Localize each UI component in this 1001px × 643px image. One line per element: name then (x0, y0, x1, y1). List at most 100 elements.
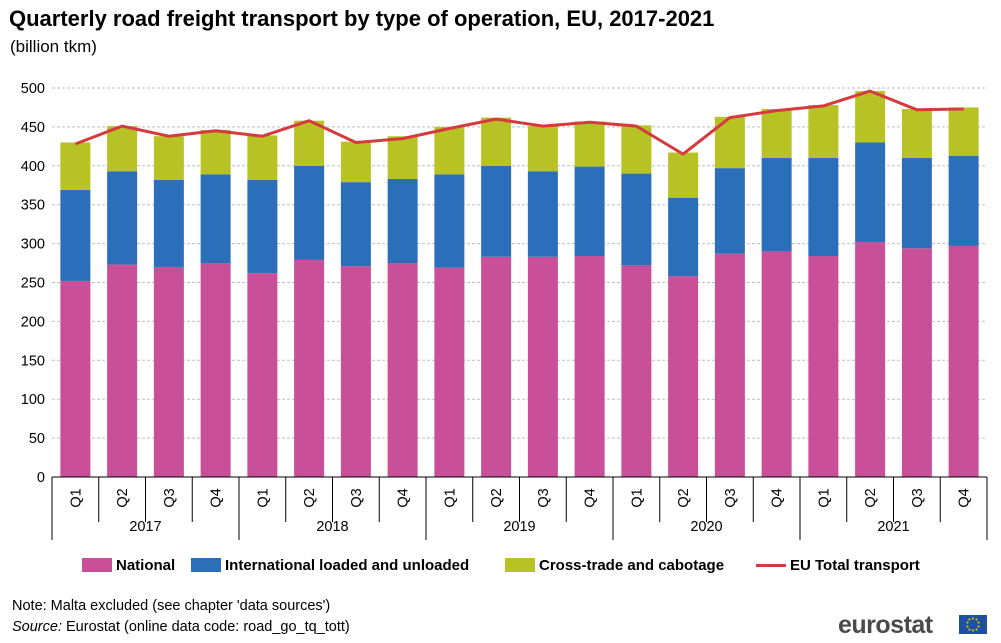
y-tick-label: 50 (29, 431, 45, 447)
x-tick-label-quarter: Q4 (957, 488, 973, 507)
x-tick-label-quarter: Q1 (68, 488, 84, 507)
bar-national (340, 266, 371, 477)
bar-crosstrade (901, 109, 932, 159)
bar-national (387, 263, 418, 477)
x-tick-label-quarter: Q1 (816, 488, 832, 507)
x-tick-label-quarter: Q4 (770, 488, 786, 507)
bar-international (668, 197, 699, 277)
logo-wordmark: eurostat (838, 611, 933, 639)
bar-crosstrade (387, 136, 418, 180)
bar-international (434, 174, 465, 268)
legend-swatch-total (756, 563, 786, 567)
bar-national (247, 273, 278, 477)
bar-international (855, 142, 886, 243)
bar-national (107, 264, 138, 477)
line-total (74, 89, 964, 156)
bar-national (621, 265, 652, 477)
bar-crosstrade (481, 117, 512, 166)
legend-label-international: International loaded and unloaded (225, 556, 470, 574)
y-tick-label: 350 (21, 198, 45, 214)
y-tick-label: 400 (21, 159, 45, 175)
bar-crosstrade (434, 126, 465, 175)
legend-item-total: EU Total transport (756, 553, 920, 577)
x-tick-label-year: 2020 (690, 519, 722, 535)
chart-area: 0 50 100 150 200 250 300 350 400 450 500 Q1 Q2 Q3 Q4 Q1… (21, 81, 988, 540)
bar-crosstrade (948, 107, 979, 156)
y-tick-label: 100 (21, 392, 45, 408)
x-tick-label-quarter: Q3 (536, 488, 552, 507)
bar-crosstrade (574, 121, 605, 167)
x-tick-label-quarter: Q1 (629, 488, 645, 507)
bar-international (247, 179, 278, 274)
bar-international (387, 179, 418, 264)
bar-crosstrade (107, 126, 138, 172)
bar-international (107, 171, 138, 265)
y-tick-label: 0 (37, 470, 45, 486)
x-tick-label-quarter: Q2 (115, 488, 131, 507)
x-tick-label-quarter: Q2 (302, 488, 318, 507)
bar-crosstrade (200, 130, 231, 175)
bar-international (153, 179, 184, 267)
bar-national (481, 256, 512, 477)
x-tick-label-year: 2017 (129, 519, 161, 535)
legend-item-international: International loaded and unloaded (191, 553, 469, 577)
bar-international (714, 168, 745, 254)
bar-crosstrade (153, 136, 184, 180)
bar-national (901, 248, 932, 477)
bar-crosstrade (527, 126, 558, 172)
bar-national (714, 253, 745, 477)
chart-subtitle: (billion tkm) (10, 37, 97, 56)
x-tick-label-quarter: Q2 (676, 488, 692, 507)
bar-crosstrade (761, 109, 792, 159)
x-tick-label-quarter: Q1 (255, 488, 271, 507)
bar-national (294, 259, 325, 477)
y-tick-label: 200 (21, 314, 45, 330)
bar-international (294, 165, 325, 260)
y-tick-label: 250 (21, 276, 45, 292)
bar-national (153, 266, 184, 477)
y-tick-label: 450 (21, 120, 45, 136)
bar-national (855, 242, 886, 477)
legend-swatch-national (82, 558, 112, 572)
x-tick-label-quarter: Q3 (910, 488, 926, 507)
legend-item-crosstrade: Cross-trade and cabotage (505, 553, 724, 577)
bar-crosstrade (668, 152, 699, 198)
bar-crosstrade (808, 105, 839, 159)
x-tick-label-quarter: Q3 (349, 488, 365, 507)
bar-international (621, 173, 652, 266)
bar-crosstrade (855, 91, 886, 143)
bar-national (668, 276, 699, 477)
y-tick-label: 500 (21, 81, 45, 97)
bar-international (481, 165, 512, 257)
eu-flag-icon (959, 615, 987, 634)
bar-crosstrade (294, 120, 325, 166)
y-tick-label: 150 (21, 353, 45, 369)
bar-national (527, 256, 558, 477)
legend: National International loaded and unload… (0, 553, 1001, 577)
legend-swatch-international (191, 558, 221, 572)
x-tick-label-year: 2018 (316, 519, 348, 535)
source-label: Source: (12, 619, 62, 635)
legend-label-national: National (116, 556, 176, 574)
bar-crosstrade (247, 135, 278, 180)
bar-international (340, 182, 371, 267)
bar-international (527, 171, 558, 257)
bar-national (434, 267, 465, 477)
eurostat-logo: eurostat (838, 611, 993, 639)
bar-national (808, 256, 839, 477)
x-tick-label-quarter: Q3 (162, 488, 178, 507)
source-line: Source: Eurostat (online data code: road… (12, 619, 350, 635)
bar-international (574, 166, 605, 257)
bar-national (60, 280, 91, 477)
x-tick-label-year: 2021 (877, 519, 909, 535)
legend-label-total: EU Total transport (790, 556, 920, 574)
legend-swatch-crosstrade (505, 558, 535, 572)
bar-crosstrade (340, 141, 371, 183)
bar-international (948, 155, 979, 246)
x-tick-label-quarter: Q3 (723, 488, 739, 507)
x-tick-label-quarter: Q4 (396, 488, 412, 507)
bar-crosstrade (60, 142, 91, 190)
bar-national (761, 251, 792, 477)
legend-label-crosstrade: Cross-trade and cabotage (539, 556, 725, 574)
bar-international (200, 174, 231, 264)
